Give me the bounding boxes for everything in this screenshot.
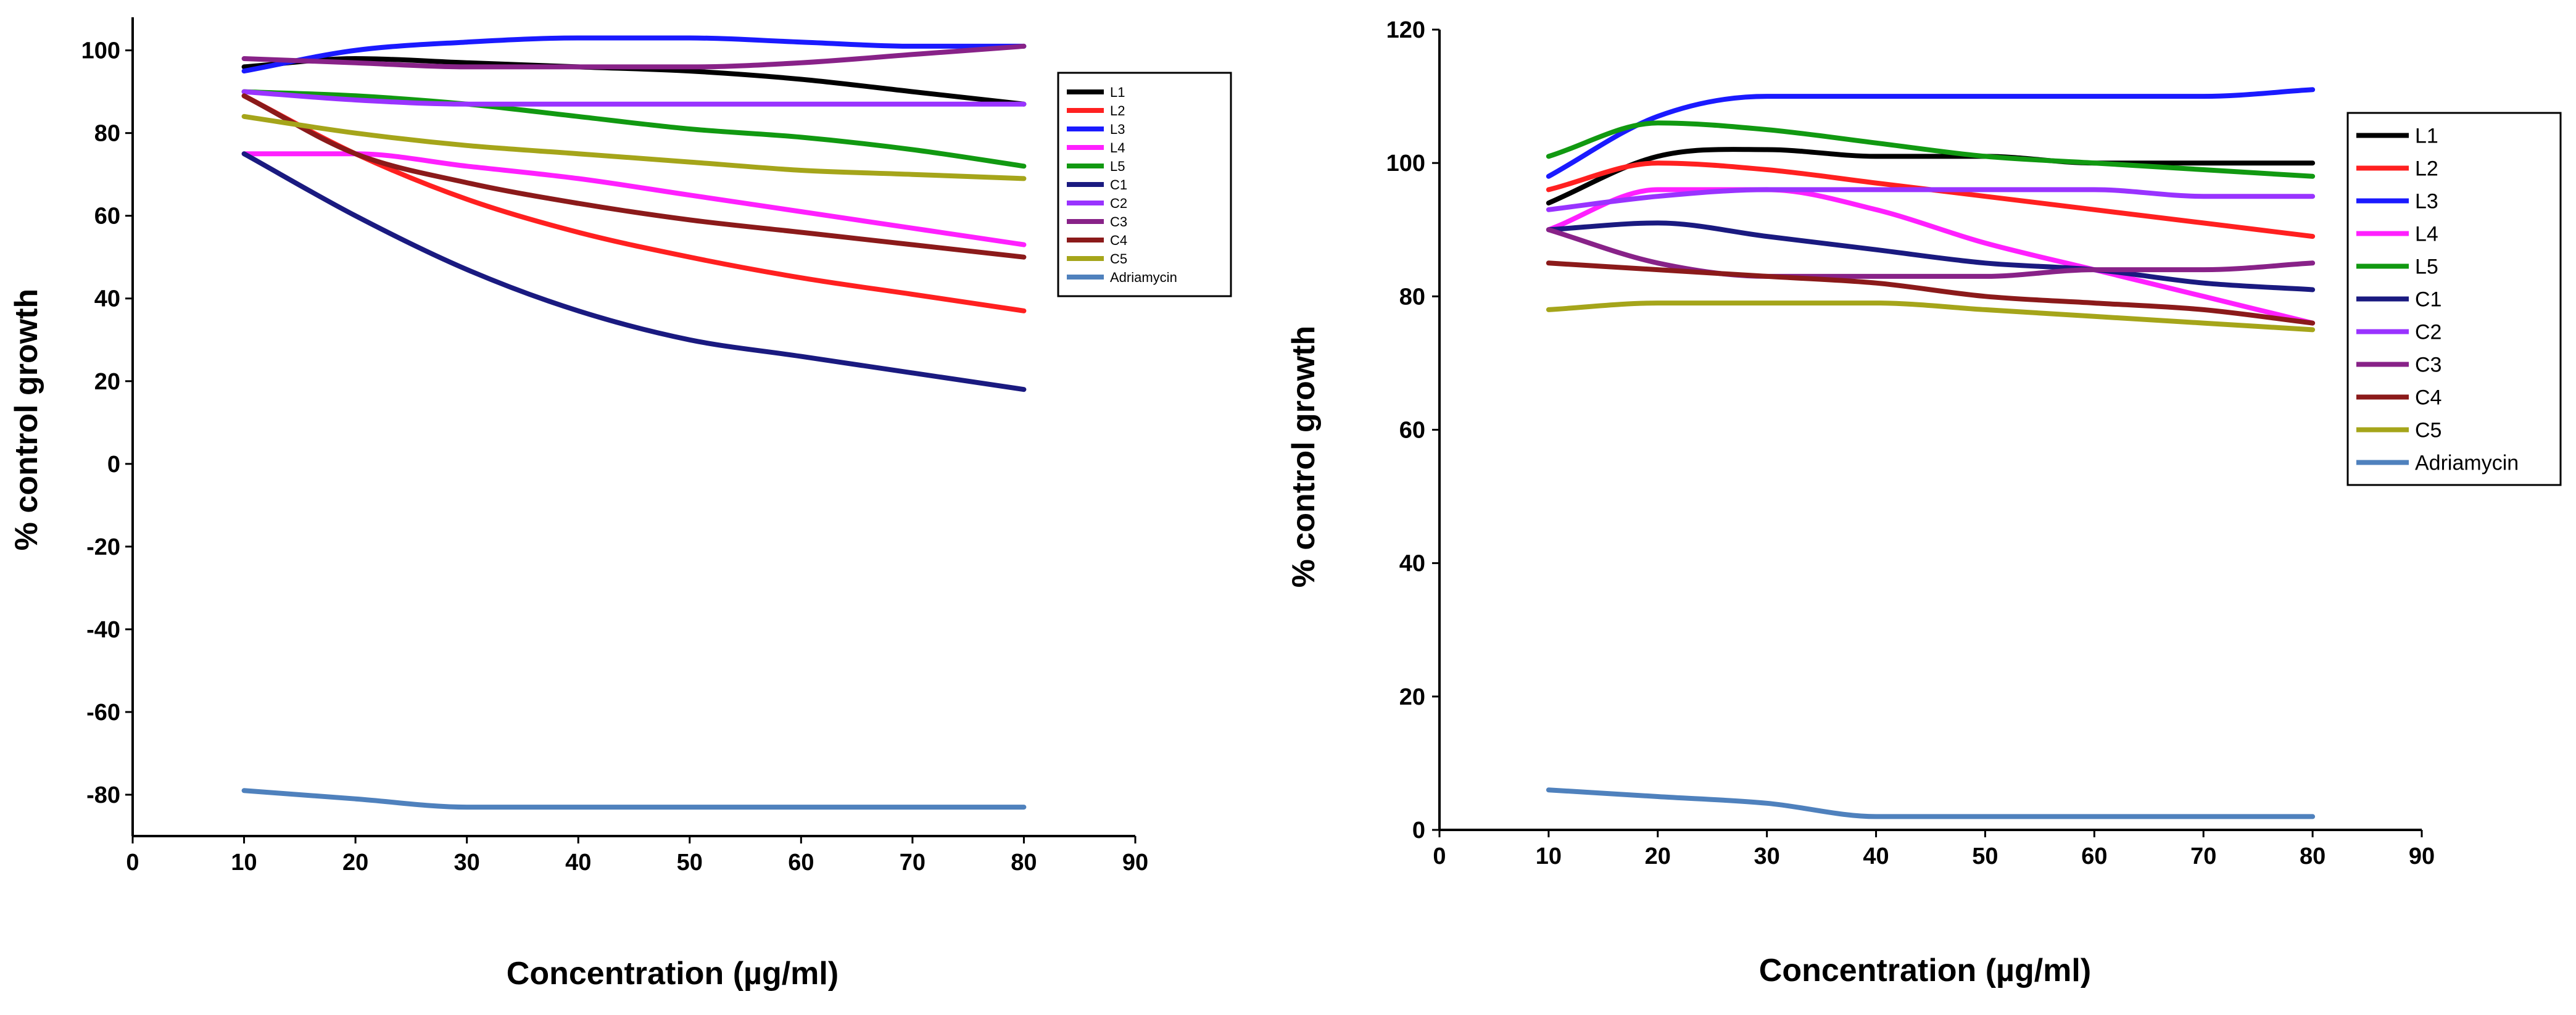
x-tick-label: 50 — [1972, 843, 1998, 869]
legend-label-adriamycin: Adriamycin — [2415, 452, 2519, 475]
legend-label-c1: C1 — [2415, 288, 2441, 312]
y-tick-label: 80 — [94, 121, 120, 147]
series-line-l5 — [241, 89, 1027, 169]
series-line-c2 — [241, 89, 1027, 107]
legend: L1 L2 L3 L4 L5 C1 C2 C3 C4 C5 Adriamycin — [1057, 72, 1232, 297]
x-tick-label: 20 — [342, 850, 368, 876]
y-tick-label: 0 — [1412, 818, 1425, 843]
x-tick-label: 0 — [1433, 843, 1446, 869]
y-tick-label: -80 — [86, 782, 120, 808]
legend-label-c4: C4 — [1110, 233, 1127, 248]
series-line-c2 — [1546, 187, 2316, 212]
x-tick-label: 70 — [2190, 843, 2216, 869]
y-tick-label: 40 — [1399, 551, 1425, 577]
legend-label-l3: L3 — [2415, 190, 2438, 213]
legend-label-c2: C2 — [1110, 196, 1127, 211]
x-tick-label: 90 — [1122, 850, 1148, 876]
y-tick-label: 20 — [94, 369, 120, 395]
y-tick-label: 100 — [1386, 151, 1425, 176]
legend-label-l5: L5 — [2415, 255, 2438, 279]
y-tick-label: -20 — [86, 534, 120, 560]
x-tick-label: 0 — [126, 850, 139, 876]
series-line-c3 — [1546, 227, 2316, 279]
y-tick-label: 120 — [1386, 17, 1425, 43]
x-tick-label: 90 — [2409, 843, 2435, 869]
x-tick-label: 40 — [565, 850, 591, 876]
series-line-c5 — [241, 114, 1027, 181]
y-axis-title: % control growth — [9, 289, 44, 551]
series-line-c5 — [1546, 300, 2316, 333]
legend-label-c5: C5 — [2415, 419, 2441, 442]
series-line-c3 — [241, 43, 1027, 70]
x-tick-label: 80 — [1011, 850, 1037, 876]
y-tick-label: 80 — [1399, 284, 1425, 310]
series-line-l3 — [241, 35, 1027, 74]
legend-label-l4: L4 — [2415, 223, 2438, 246]
legend-label-c3: C3 — [1110, 214, 1127, 230]
x-tick-label: 70 — [900, 850, 926, 876]
x-tick-label: 30 — [1754, 843, 1780, 869]
legend-label-l2: L2 — [2415, 157, 2438, 181]
x-tick-label: 60 — [2081, 843, 2107, 869]
series-line-c4 — [1546, 260, 2316, 326]
legend: L1 L2 L3 L4 L5 C1 C2 C3 C4 C5 Adriamycin — [2346, 112, 2562, 486]
legend-label-c1: C1 — [1110, 177, 1127, 193]
legend-label-l1: L1 — [2415, 125, 2438, 148]
y-tick-label: 0 — [107, 452, 120, 478]
legend-label-l4: L4 — [1110, 140, 1125, 155]
series-line-l3 — [1546, 87, 2316, 179]
series-line-adriamycin — [1546, 787, 2316, 819]
x-tick-label: 20 — [1645, 843, 1671, 869]
series-line-l4 — [1546, 187, 2316, 326]
y-tick-label: -60 — [86, 700, 120, 726]
x-axis-title: Concentration (µg/ml) — [1759, 953, 2091, 988]
legend-label-l3: L3 — [1110, 122, 1125, 137]
y-tick-label: 40 — [94, 286, 120, 312]
series-line-l4 — [241, 151, 1027, 247]
legend-label-l1: L1 — [1110, 85, 1125, 100]
legend-label-c3: C3 — [2415, 354, 2441, 377]
series-line-c1 — [241, 151, 1027, 392]
x-tick-label: 10 — [231, 850, 257, 876]
x-tick-label: 40 — [1863, 843, 1889, 869]
series-line-l1 — [1546, 147, 2316, 205]
y-tick-label: 60 — [94, 204, 120, 230]
series-line-l5 — [1546, 120, 2316, 179]
legend-label-adriamycin: Adriamycin — [1110, 270, 1177, 285]
y-tick-label: 60 — [1399, 418, 1425, 444]
y-tick-label: 100 — [81, 38, 120, 64]
y-tick-label: -40 — [86, 617, 120, 643]
legend-label-l5: L5 — [1110, 159, 1125, 174]
x-tick-label: 10 — [1536, 843, 1562, 869]
y-tick-label: 20 — [1399, 684, 1425, 710]
legend-label-c5: C5 — [1110, 251, 1127, 267]
legend-label-c4: C4 — [2415, 386, 2441, 410]
series-line-adriamycin — [241, 788, 1027, 810]
series-line-c4 — [241, 93, 1027, 260]
y-axis-title: % control growth — [1286, 326, 1322, 588]
x-tick-label: 30 — [454, 850, 480, 876]
legend-label-c2: C2 — [2415, 321, 2441, 344]
x-tick-label: 60 — [788, 850, 814, 876]
series-line-c1 — [1546, 220, 2316, 292]
x-axis-title: Concentration (µg/ml) — [507, 956, 839, 992]
x-tick-label: 80 — [2300, 843, 2325, 869]
legend-label-l2: L2 — [1110, 103, 1125, 118]
x-tick-label: 50 — [677, 850, 703, 876]
